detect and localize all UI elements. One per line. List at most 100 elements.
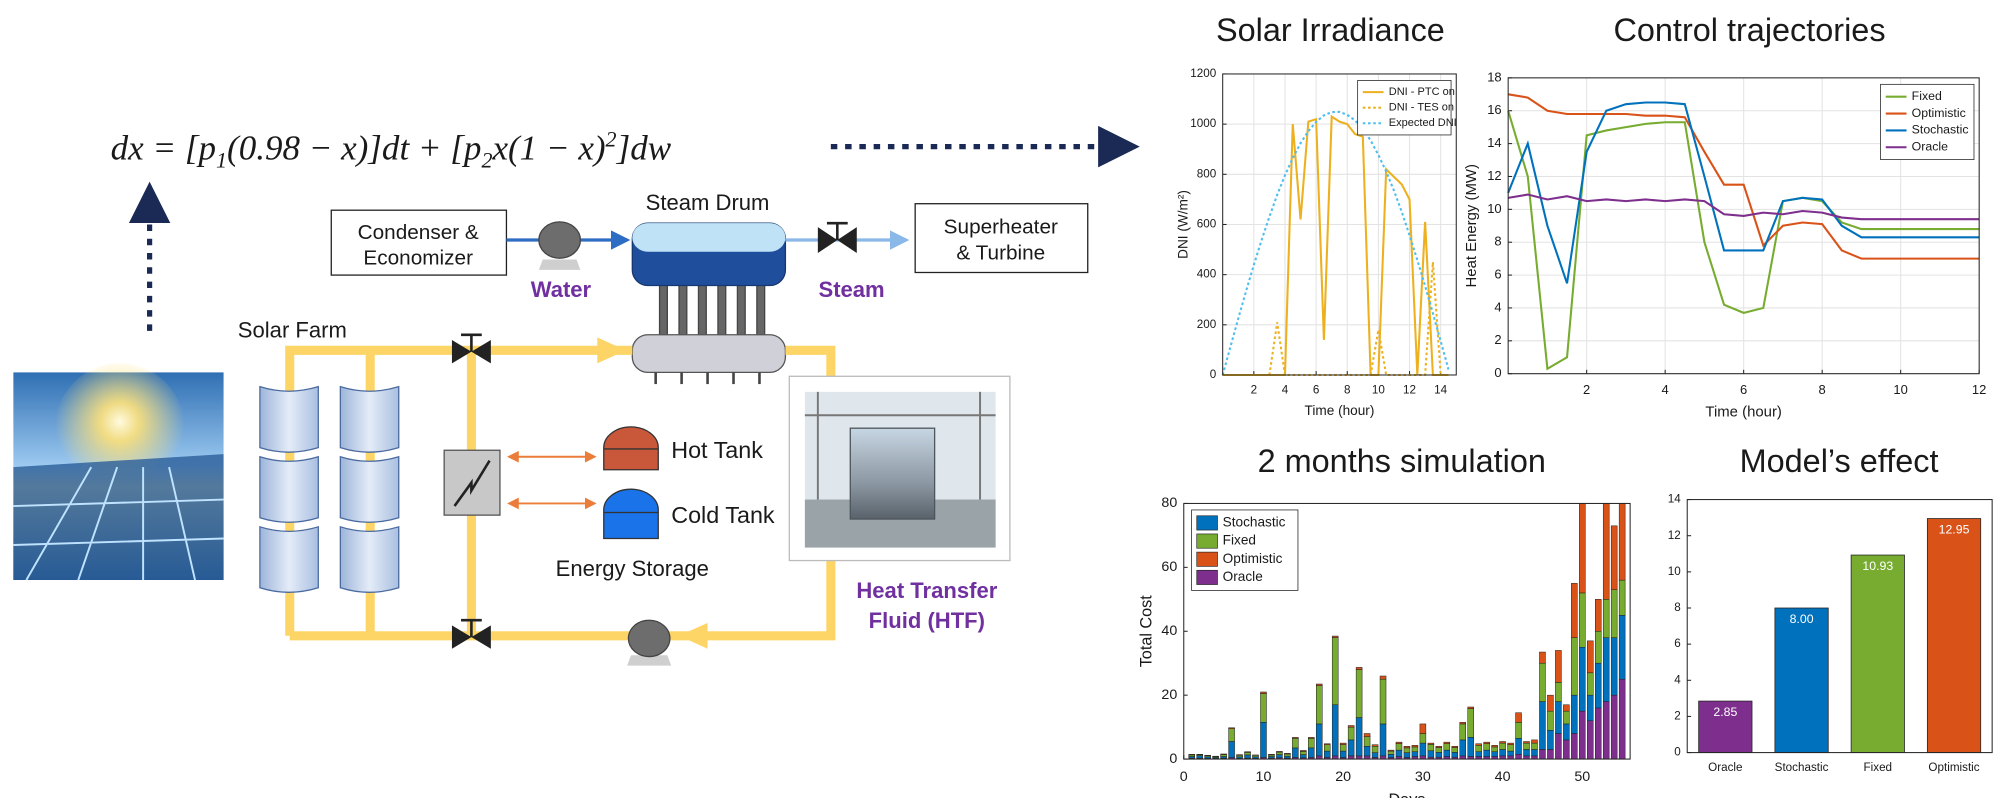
valve [451, 618, 491, 649]
x-tick-label: Stochastic [1775, 761, 1829, 774]
bar-segment [1355, 669, 1363, 718]
condenser-label: Economizer [363, 247, 473, 270]
bar-segment [1316, 685, 1323, 725]
bar-segment [1610, 694, 1618, 760]
legend-swatch [1196, 533, 1218, 549]
bar-segment [1228, 728, 1235, 742]
bar-segment [1602, 503, 1610, 600]
y-tick-label: 6 [1674, 637, 1680, 650]
bar-segment [1515, 738, 1522, 755]
bar-segment [1563, 704, 1570, 712]
bar-segment [1268, 754, 1275, 756]
value-label: 8.00 [1790, 612, 1814, 626]
y-tick-label: 2 [1674, 710, 1680, 723]
bar-segment [1443, 749, 1451, 757]
bar-segment [1618, 678, 1626, 760]
bar-segment [1411, 745, 1419, 748]
y-tick-label: 80 [1161, 495, 1177, 511]
superheater-label: Superheater [944, 216, 1058, 239]
bar-segment [1379, 675, 1387, 680]
bar-segment [1610, 637, 1618, 696]
x-tick-label: 8 [1819, 382, 1826, 397]
htf-photo [788, 375, 1011, 562]
bar-segment [1220, 753, 1227, 755]
bar-segment [1602, 701, 1610, 760]
y-tick-label: 10 [1487, 201, 1501, 216]
bar-segment [1563, 723, 1570, 741]
bar-segment [1244, 751, 1251, 753]
bar-segment [1555, 701, 1562, 734]
y-tick-label: 20 [1161, 687, 1177, 703]
series-line [1507, 193, 1980, 221]
legend-label: Stochastic [1223, 515, 1286, 530]
bar-segment [1355, 717, 1363, 757]
bar-segment [1339, 744, 1347, 752]
bar-segment [1451, 746, 1459, 748]
bar-segment [1292, 747, 1299, 758]
bar-segment [1467, 706, 1474, 709]
bar-segment [1507, 750, 1514, 757]
bar [1774, 607, 1829, 753]
bar-segment [1531, 742, 1538, 750]
bar-segment [1292, 738, 1299, 749]
y-tick-label: 14 [1668, 493, 1681, 506]
bar-segment [1475, 751, 1482, 757]
pump [538, 221, 582, 270]
y-tick-label: 0 [1210, 368, 1217, 381]
bar-segment [1427, 744, 1435, 752]
y-tick-label: 0 [1494, 365, 1501, 380]
y-tick-label: 800 [1197, 167, 1217, 180]
value-label: 12.95 [1939, 522, 1970, 536]
x-tick-label: Optimistic [1928, 761, 1979, 774]
bar-segment [1491, 751, 1498, 757]
bar-segment [1284, 755, 1291, 759]
x-tick-label: 4 [1282, 384, 1289, 397]
bar-segment [1547, 710, 1554, 731]
bar-segment [1260, 693, 1267, 723]
bar-segment [1467, 737, 1474, 757]
y-tick-label: 12 [1487, 168, 1501, 183]
bar-segment [1547, 730, 1554, 750]
bar-segment [1523, 742, 1530, 750]
bar-segment [1427, 742, 1435, 745]
legend-label: Oracle [1223, 569, 1263, 584]
x-axis-label: Time (hour) [1305, 403, 1375, 418]
bar [1698, 700, 1753, 753]
y-tick-label: 8 [1494, 234, 1501, 249]
cold-tank [603, 488, 659, 540]
bar-segment [1483, 743, 1490, 751]
equation-part: x(1 − x) [491, 129, 605, 168]
bar-segment [1459, 739, 1466, 757]
pump [627, 619, 672, 666]
axes-frame [1222, 73, 1457, 376]
bar-segment [1547, 749, 1554, 760]
bar-segment [1491, 746, 1498, 752]
bar-segment [1300, 751, 1307, 755]
bar-segment [1228, 741, 1235, 758]
bar-segment [1523, 749, 1530, 757]
bar-segment [1483, 749, 1490, 757]
legend-label: Optimistic [1223, 551, 1283, 566]
y-tick-label: 18 [1487, 69, 1501, 84]
bar-segment [1419, 742, 1427, 757]
bar-segment [1339, 750, 1347, 758]
bar-segment [1587, 694, 1594, 721]
steam-drum-label: Steam Drum [646, 190, 770, 215]
bar-segment [1331, 704, 1339, 757]
htf-label: Fluid (HTF) [869, 608, 985, 633]
steam-drum [631, 222, 787, 385]
superheater-box [914, 203, 1089, 274]
legend-swatch [1196, 551, 1218, 567]
bar-segment [1300, 750, 1307, 752]
bar-segment [1571, 694, 1578, 734]
bar-segment [1451, 752, 1459, 758]
bar-segment [1347, 739, 1355, 757]
energy-storage-label: Energy Storage [556, 556, 709, 581]
bar-segment [1610, 525, 1618, 590]
y-tick-label: 200 [1197, 318, 1217, 331]
y-tick-label: 600 [1197, 218, 1217, 231]
chart: Solar Irradiance 0 200 400 600 800 1000 1200 2 4 6… [1175, 12, 1457, 418]
bar-segment [1387, 750, 1395, 755]
x-tick-label: 8 [1344, 384, 1350, 397]
bar-segment [1571, 733, 1578, 760]
